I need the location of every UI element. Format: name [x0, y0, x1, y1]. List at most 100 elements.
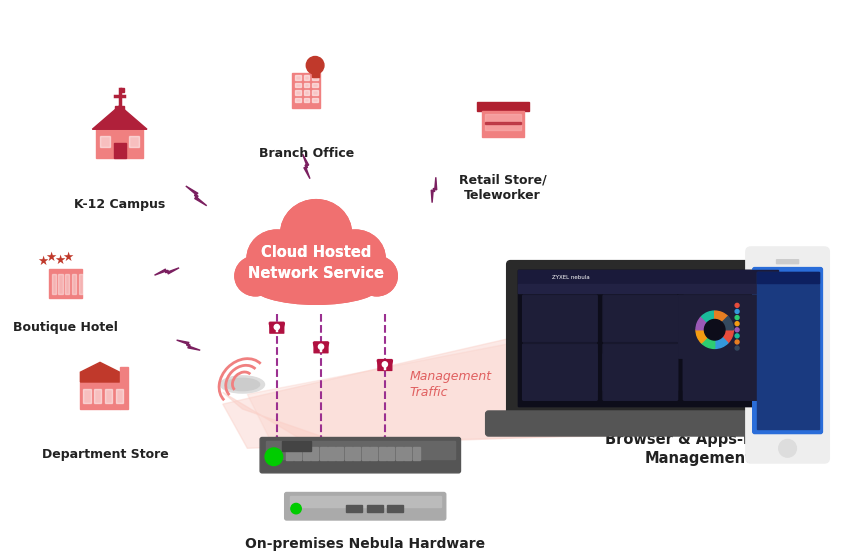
Wedge shape — [715, 330, 728, 348]
Circle shape — [735, 328, 739, 332]
Polygon shape — [155, 268, 179, 275]
Ellipse shape — [266, 245, 325, 299]
Text: ZYXEL nebula: ZYXEL nebula — [552, 275, 590, 280]
Text: ★: ★ — [37, 255, 48, 268]
Text: Retail Store/
Teleworker: Retail Store/ Teleworker — [459, 173, 547, 202]
FancyBboxPatch shape — [757, 271, 819, 283]
Circle shape — [306, 57, 324, 74]
Polygon shape — [303, 154, 310, 179]
Text: Browser & Apps-based
Management: Browser & Apps-based Management — [605, 432, 793, 466]
FancyBboxPatch shape — [270, 322, 284, 333]
FancyBboxPatch shape — [371, 447, 378, 460]
Circle shape — [735, 316, 739, 320]
FancyBboxPatch shape — [345, 447, 352, 460]
FancyBboxPatch shape — [523, 295, 597, 342]
Polygon shape — [186, 186, 206, 206]
Text: Department Store: Department Store — [41, 448, 169, 461]
FancyBboxPatch shape — [304, 75, 310, 80]
FancyBboxPatch shape — [684, 353, 758, 401]
FancyBboxPatch shape — [304, 90, 310, 95]
FancyBboxPatch shape — [304, 83, 310, 88]
Circle shape — [735, 304, 739, 307]
FancyBboxPatch shape — [603, 344, 678, 391]
FancyBboxPatch shape — [286, 447, 292, 460]
FancyBboxPatch shape — [404, 447, 411, 460]
FancyBboxPatch shape — [485, 114, 520, 130]
FancyBboxPatch shape — [347, 505, 362, 512]
FancyBboxPatch shape — [378, 360, 392, 371]
Circle shape — [274, 325, 280, 330]
Ellipse shape — [235, 256, 276, 296]
FancyBboxPatch shape — [476, 102, 529, 111]
FancyBboxPatch shape — [312, 83, 318, 88]
FancyBboxPatch shape — [260, 438, 460, 473]
FancyBboxPatch shape — [362, 447, 369, 460]
Polygon shape — [248, 311, 719, 443]
Wedge shape — [696, 330, 715, 343]
Wedge shape — [715, 330, 734, 343]
FancyBboxPatch shape — [387, 447, 395, 460]
FancyBboxPatch shape — [72, 274, 77, 294]
Text: Management
Traffic: Management Traffic — [409, 370, 492, 399]
Ellipse shape — [220, 376, 265, 393]
FancyBboxPatch shape — [777, 260, 799, 264]
FancyBboxPatch shape — [120, 367, 128, 409]
Text: Boutique Hotel: Boutique Hotel — [13, 321, 118, 334]
Ellipse shape — [280, 199, 352, 268]
Ellipse shape — [280, 199, 352, 268]
FancyBboxPatch shape — [336, 447, 343, 460]
FancyBboxPatch shape — [266, 442, 455, 459]
FancyBboxPatch shape — [80, 382, 120, 409]
FancyBboxPatch shape — [282, 441, 311, 451]
Ellipse shape — [251, 265, 382, 304]
FancyBboxPatch shape — [96, 129, 144, 157]
Ellipse shape — [266, 245, 325, 299]
FancyBboxPatch shape — [328, 447, 335, 460]
FancyBboxPatch shape — [746, 247, 829, 463]
Circle shape — [735, 322, 739, 326]
Ellipse shape — [251, 265, 382, 304]
Text: ★: ★ — [46, 250, 57, 264]
FancyBboxPatch shape — [114, 143, 126, 157]
FancyBboxPatch shape — [116, 389, 123, 403]
FancyBboxPatch shape — [519, 270, 777, 406]
Circle shape — [735, 334, 739, 338]
Ellipse shape — [307, 245, 366, 299]
Polygon shape — [223, 392, 370, 453]
FancyBboxPatch shape — [396, 447, 402, 460]
FancyBboxPatch shape — [523, 353, 597, 401]
Circle shape — [265, 448, 283, 465]
FancyBboxPatch shape — [292, 73, 321, 108]
Text: Cloud Hosted
Network Service: Cloud Hosted Network Service — [248, 245, 384, 281]
FancyBboxPatch shape — [312, 98, 318, 102]
Ellipse shape — [235, 256, 276, 296]
FancyBboxPatch shape — [353, 447, 360, 460]
FancyBboxPatch shape — [320, 447, 327, 460]
FancyBboxPatch shape — [387, 505, 403, 512]
FancyBboxPatch shape — [294, 447, 301, 460]
Text: On-premises Nebula Hardware: On-premises Nebula Hardware — [245, 537, 485, 551]
FancyBboxPatch shape — [314, 342, 328, 353]
FancyBboxPatch shape — [752, 268, 822, 434]
FancyBboxPatch shape — [129, 136, 139, 147]
FancyBboxPatch shape — [303, 447, 310, 460]
FancyBboxPatch shape — [379, 447, 386, 460]
FancyBboxPatch shape — [684, 344, 758, 391]
FancyBboxPatch shape — [295, 98, 300, 102]
Wedge shape — [696, 316, 715, 330]
Ellipse shape — [307, 245, 366, 299]
Polygon shape — [92, 106, 147, 129]
Text: Branch Office: Branch Office — [259, 147, 354, 160]
Ellipse shape — [225, 378, 260, 391]
FancyBboxPatch shape — [413, 447, 420, 460]
Ellipse shape — [356, 256, 397, 296]
FancyBboxPatch shape — [603, 295, 678, 342]
Ellipse shape — [247, 230, 307, 286]
FancyBboxPatch shape — [507, 260, 789, 418]
Polygon shape — [176, 340, 200, 350]
FancyBboxPatch shape — [65, 274, 70, 294]
Ellipse shape — [247, 230, 307, 286]
FancyBboxPatch shape — [486, 411, 811, 436]
Wedge shape — [702, 311, 715, 330]
FancyBboxPatch shape — [523, 344, 597, 391]
